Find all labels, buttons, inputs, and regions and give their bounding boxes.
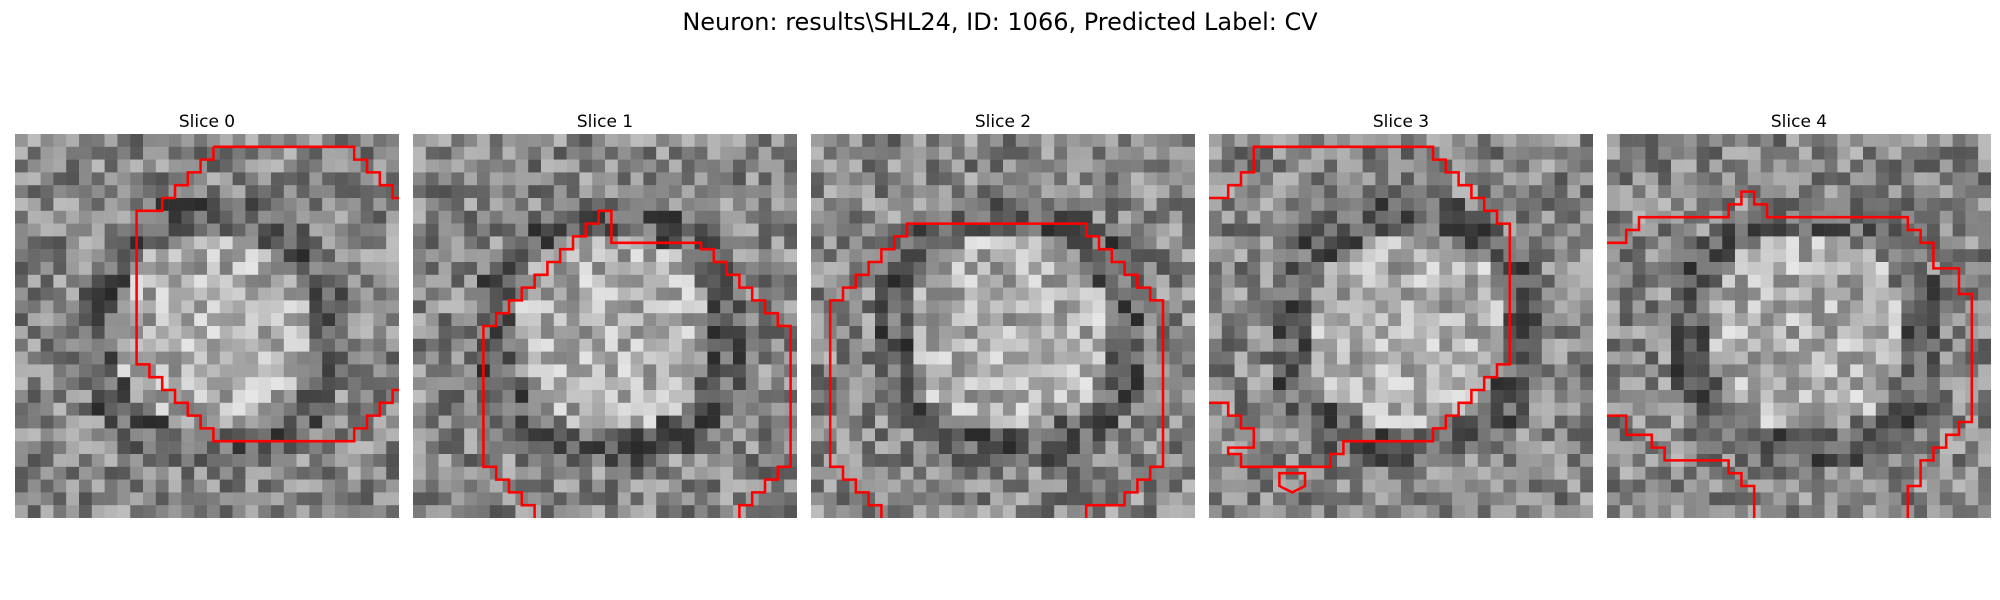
slice-image-1 bbox=[413, 134, 797, 518]
slice-image-2 bbox=[811, 134, 1195, 518]
slice-title-1: Slice 1 bbox=[576, 112, 634, 132]
slice-title-0: Slice 0 bbox=[178, 112, 236, 132]
slice-panel-4: Slice 4 bbox=[1607, 110, 1991, 518]
slice-image-0 bbox=[15, 134, 399, 518]
slice-image-3 bbox=[1209, 134, 1593, 518]
slice-panel-3: Slice 3 bbox=[1209, 110, 1593, 518]
contour-4 bbox=[1607, 190, 1974, 518]
slice-panel-2: Slice 2 bbox=[811, 110, 1195, 518]
contour-0 bbox=[135, 145, 399, 443]
slice-image-4 bbox=[1607, 134, 1991, 518]
contour-3 bbox=[1209, 145, 1512, 494]
slice-panel-0: Slice 0 bbox=[15, 110, 399, 518]
slice-title-2: Slice 2 bbox=[974, 112, 1032, 132]
slice-title-3: Slice 3 bbox=[1372, 112, 1430, 132]
contour-1 bbox=[482, 209, 792, 518]
slice-title-4: Slice 4 bbox=[1770, 112, 1828, 132]
slice-panel-1: Slice 1 bbox=[413, 110, 797, 518]
figure-title: Neuron: results\SHL24, ID: 1066, Predict… bbox=[682, 8, 1318, 36]
contour-2 bbox=[828, 222, 1165, 518]
